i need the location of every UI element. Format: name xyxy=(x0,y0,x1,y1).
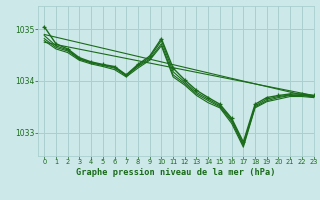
X-axis label: Graphe pression niveau de la mer (hPa): Graphe pression niveau de la mer (hPa) xyxy=(76,168,276,177)
